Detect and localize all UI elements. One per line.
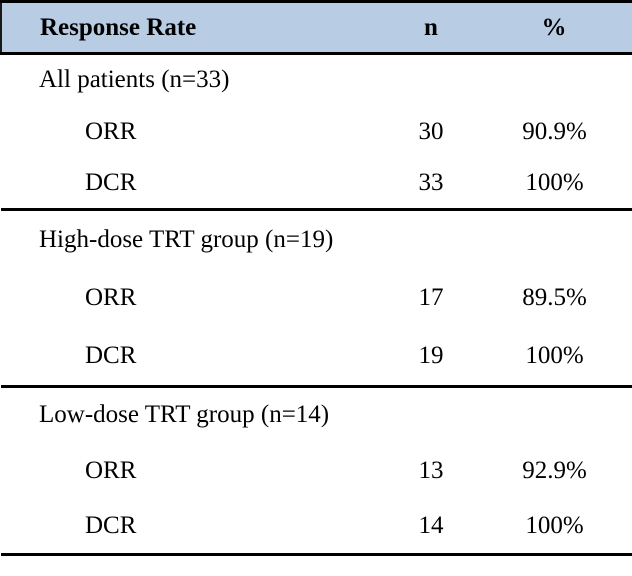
section-title-label: All patients (n=33) — [39, 66, 230, 94]
column-header-response-rate: Response Rate — [0, 0, 386, 55]
row-label: ORR — [85, 284, 137, 311]
row-label: DCR — [1, 498, 386, 556]
table-row: DCR 19 100% — [1, 328, 632, 387]
row-n-value: 13 — [418, 456, 444, 484]
row-n-value: 14 — [386, 498, 476, 556]
row-label: ORR — [85, 456, 137, 484]
row-percent-value: 92.9% — [522, 456, 587, 484]
row-label: ORR — [85, 117, 137, 145]
row-percent-value: 100% — [525, 342, 584, 370]
row-n-value: 19 — [418, 342, 444, 370]
section-title-high-dose: High-dose TRT group (n=19) — [1, 208, 632, 269]
row-label: DCR — [85, 342, 137, 370]
section-title-label: Low-dose TRT group (n=14) — [1, 385, 632, 443]
section-title-low-dose: Low-dose TRT group (n=14) — [1, 385, 632, 443]
table-row: ORR 13 92.9% — [1, 443, 632, 499]
row-n-value: 17 — [418, 284, 444, 311]
row-percent-value: 100% — [525, 168, 584, 196]
table-row: ORR 30 90.9% — [1, 106, 632, 158]
section-title-all-patients: All patients (n=33) — [1, 54, 632, 106]
row-percent-value: 100% — [476, 498, 632, 556]
row-percent-value: 89.5% — [522, 284, 587, 311]
row-n-value: 30 — [418, 117, 444, 145]
table-body: All patients (n=33) ORR 30 90.9% DCR 33 … — [1, 54, 632, 556]
table-header: Response Rate n % — [0, 0, 632, 55]
column-header-percent: % — [476, 0, 632, 55]
column-header-n: n — [386, 0, 476, 55]
table-row: DCR 14 100% — [1, 498, 632, 556]
table-row: ORR 17 89.5% — [1, 269, 632, 328]
response-rate-table: Response Rate n % All patients (n=33) OR… — [0, 0, 632, 556]
row-percent-value: 90.9% — [522, 117, 587, 145]
row-label: DCR — [85, 168, 137, 196]
section-title-label: High-dose TRT group (n=19) — [1, 208, 632, 269]
table-row: DCR 33 100% — [1, 158, 632, 210]
row-n-value: 33 — [418, 168, 444, 196]
header-row: Response Rate n % — [0, 0, 632, 55]
